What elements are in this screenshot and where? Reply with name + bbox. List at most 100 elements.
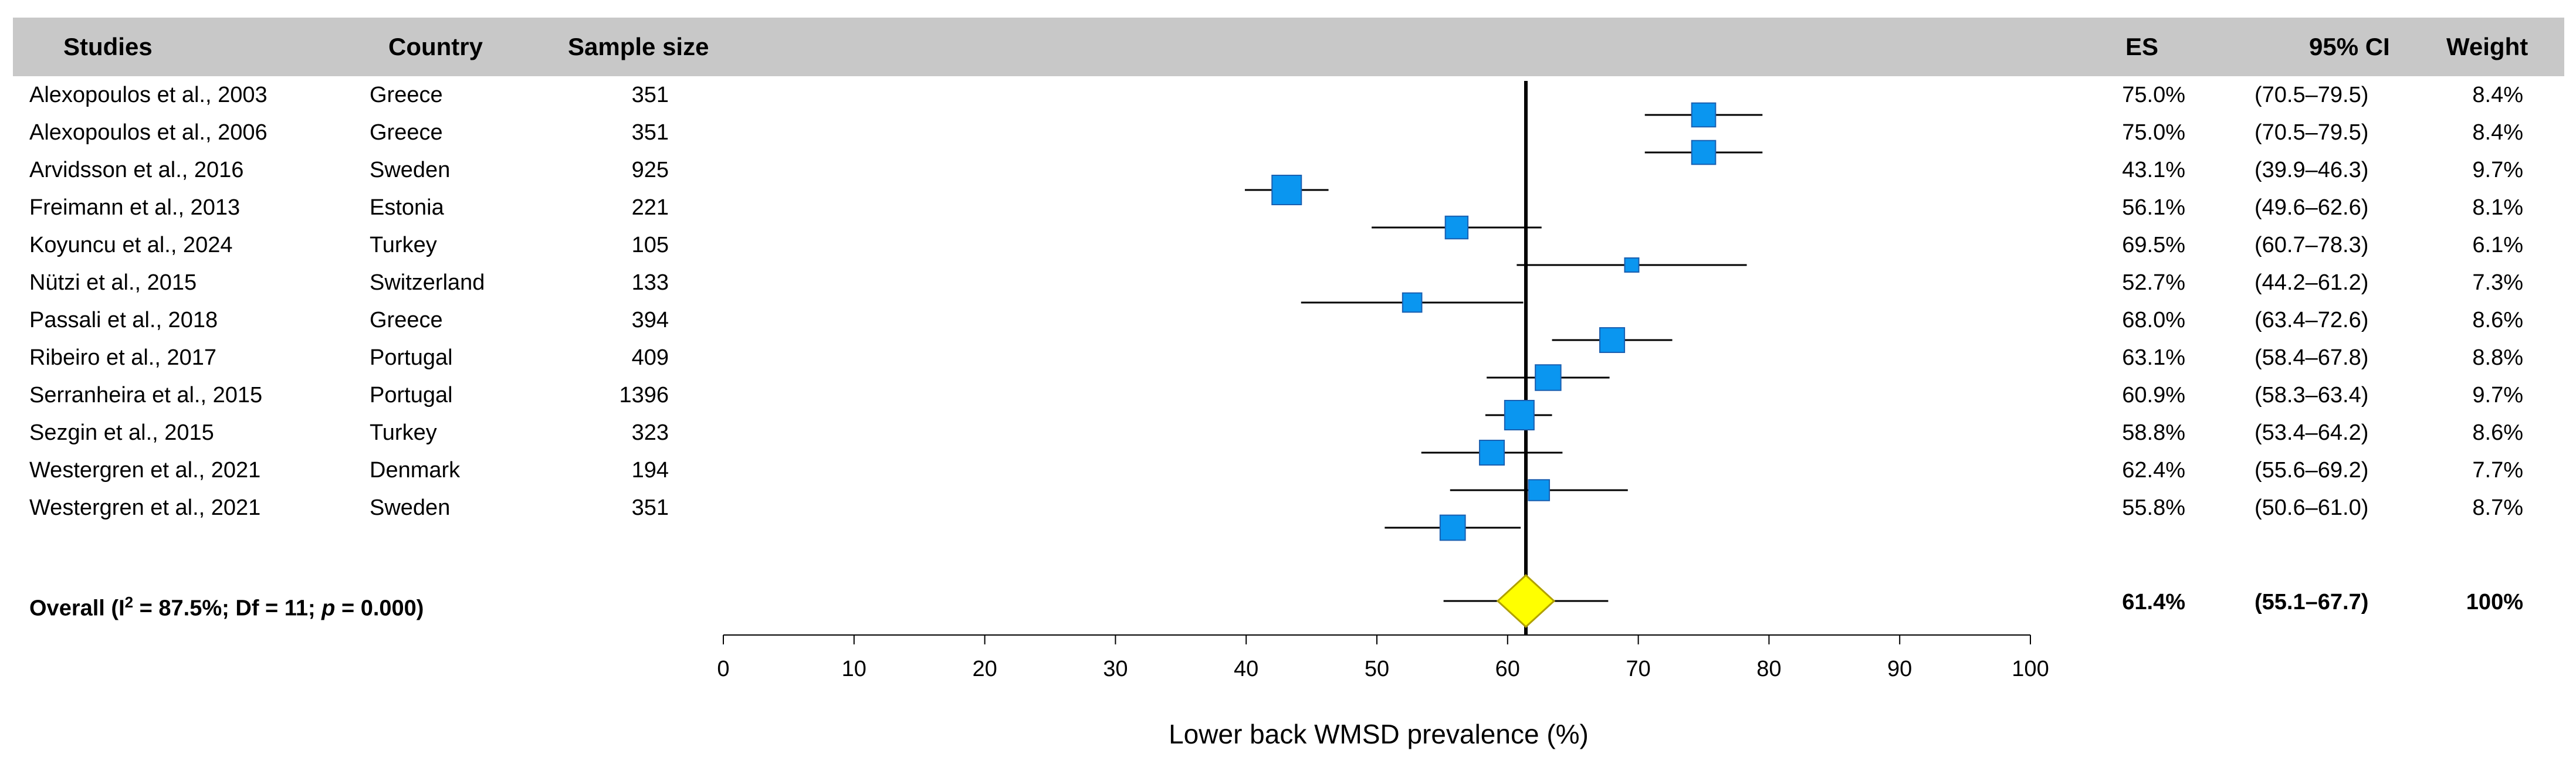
study-es: 58.8%	[2122, 420, 2185, 445]
study-weight: 9.7%	[2472, 383, 2523, 408]
study-country: Portugal	[370, 383, 453, 408]
x-tick-label: 0	[717, 657, 729, 681]
study-name: Alexopoulos et al., 2003	[29, 83, 268, 107]
study-sample-size: 394	[631, 308, 669, 332]
study-name: Koyuncu et al., 2024	[29, 233, 233, 257]
study-weight: 7.7%	[2472, 458, 2523, 483]
study-sample-size: 925	[631, 158, 669, 182]
overall-diamond	[1496, 573, 1556, 629]
x-tick-label: 80	[1756, 657, 1781, 681]
x-tick-label: 30	[1103, 657, 1128, 681]
study-es: 63.1%	[2122, 345, 2185, 370]
study-name: Westergren et al., 2021	[29, 458, 261, 483]
study-country: Sweden	[370, 158, 451, 182]
header-weight: Weight	[2446, 33, 2528, 60]
study-effect-marker	[1599, 327, 1626, 354]
study-weight: 7.3%	[2472, 270, 2523, 295]
study-country: Sweden	[370, 495, 451, 520]
study-sample-size: 323	[631, 420, 669, 445]
study-name: Sezgin et al., 2015	[29, 420, 214, 445]
x-tick-label: 40	[1234, 657, 1258, 681]
study-name: Freimann et al., 2013	[29, 195, 241, 220]
x-tick-label: 50	[1365, 657, 1389, 681]
study-ci: (58.4–67.8)	[2255, 345, 2369, 370]
header-sample-size: Sample size	[568, 33, 709, 60]
x-tick-label: 60	[1495, 657, 1520, 681]
study-ci: (49.6–62.6)	[2255, 195, 2369, 220]
study-es: 56.1%	[2122, 195, 2185, 220]
study-country: Greece	[370, 120, 443, 145]
study-es: 52.7%	[2122, 270, 2185, 295]
study-ci: (70.5–79.5)	[2255, 120, 2369, 145]
study-country: Turkey	[370, 420, 437, 445]
study-ci: (55.6–69.2)	[2255, 458, 2369, 483]
study-weight: 6.1%	[2472, 233, 2523, 257]
x-axis-title: Lower back WMSD prevalence (%)	[1169, 719, 1589, 749]
study-sample-size: 351	[631, 495, 669, 520]
header-studies: Studies	[63, 33, 153, 60]
study-country: Greece	[370, 83, 443, 107]
study-sample-size: 351	[631, 120, 669, 145]
header-ci: 95% CI	[2309, 33, 2390, 60]
study-weight: 8.1%	[2472, 195, 2523, 220]
study-effect-marker	[1439, 514, 1466, 541]
study-ci: (39.9–46.3)	[2255, 158, 2369, 182]
study-ci: (58.3–63.4)	[2255, 383, 2369, 408]
study-effect-marker	[1528, 479, 1551, 501]
study-ci: (70.5–79.5)	[2255, 83, 2369, 107]
header-country: Country	[388, 33, 483, 60]
study-effect-marker	[1504, 400, 1535, 430]
overall-weight: 100%	[2466, 590, 2523, 614]
study-ci: (63.4–72.6)	[2255, 308, 2369, 332]
study-es: 60.9%	[2122, 383, 2185, 408]
study-weight: 8.4%	[2472, 83, 2523, 107]
study-es: 55.8%	[2122, 495, 2185, 520]
study-sample-size: 351	[631, 83, 669, 107]
study-weight: 8.6%	[2472, 308, 2523, 332]
study-ci: (53.4–64.2)	[2255, 420, 2369, 445]
study-ci: (60.7–78.3)	[2255, 233, 2369, 257]
study-name: Passali et al., 2018	[29, 308, 218, 332]
study-country: Portugal	[370, 345, 453, 370]
study-sample-size: 133	[631, 270, 669, 295]
study-effect-marker	[1691, 140, 1717, 165]
overall-ci: (55.1–67.7)	[2255, 590, 2369, 614]
study-ci: (50.6–61.0)	[2255, 495, 2369, 520]
study-sample-size: 105	[631, 233, 669, 257]
study-effect-marker	[1479, 439, 1505, 466]
study-effect-marker	[1444, 215, 1469, 240]
study-effect-marker	[1691, 102, 1717, 128]
study-effect-marker	[1535, 364, 1562, 391]
study-name: Alexopoulos et al., 2006	[29, 120, 268, 145]
table-header-bar	[13, 18, 2564, 76]
study-country: Greece	[370, 308, 443, 332]
study-name: Ribeiro et al., 2017	[29, 345, 216, 370]
study-es: 62.4%	[2122, 458, 2185, 483]
study-es: 75.0%	[2122, 83, 2185, 107]
study-es: 43.1%	[2122, 158, 2185, 182]
study-weight: 8.6%	[2472, 420, 2523, 445]
study-effect-marker	[1271, 175, 1302, 205]
study-sample-size: 194	[631, 458, 669, 483]
x-tick-label: 10	[842, 657, 866, 681]
overall-label: Overall (I2 = 87.5%; Df = 11; p = 0.000)	[29, 593, 424, 621]
study-country: Turkey	[370, 233, 437, 257]
study-sample-size: 409	[631, 345, 669, 370]
study-ci: (44.2–61.2)	[2255, 270, 2369, 295]
x-tick-label: 100	[2012, 657, 2049, 681]
study-country: Denmark	[370, 458, 461, 483]
study-sample-size: 221	[631, 195, 669, 220]
study-weight: 8.8%	[2472, 345, 2523, 370]
study-name: Westergren et al., 2021	[29, 495, 261, 520]
study-weight: 8.4%	[2472, 120, 2523, 145]
study-es: 75.0%	[2122, 120, 2185, 145]
study-weight: 8.7%	[2472, 495, 2523, 520]
study-effect-marker	[1624, 257, 1640, 273]
study-name: Serranheira et al., 2015	[29, 383, 263, 408]
study-name: Arvidsson et al., 2016	[29, 158, 244, 182]
study-name: Nützi et al., 2015	[29, 270, 197, 295]
x-tick-label: 70	[1626, 657, 1650, 681]
study-es: 69.5%	[2122, 233, 2185, 257]
study-country: Estonia	[370, 195, 444, 220]
